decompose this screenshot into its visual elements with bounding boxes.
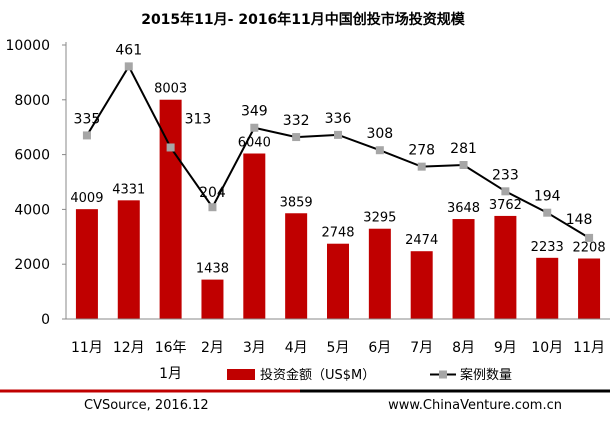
line-point: [166, 143, 175, 152]
line-value-label: 281: [450, 141, 477, 157]
y-tick-label: 0: [41, 312, 50, 328]
line-point: [292, 133, 301, 142]
line-value-label: 313: [185, 111, 212, 127]
bar: [536, 257, 559, 319]
x-axis: 11月 12月 16年 1月 2月 3月 4月 5月 6月 7月 8月 9月 10月 11月: [66, 318, 610, 382]
x-tick-label: 10月: [531, 340, 563, 356]
bar: [452, 219, 475, 319]
line-point: [208, 203, 217, 212]
line-series: 335 461 313 204 349 332 336 308 278 281 233 194 148: [74, 42, 594, 242]
x-tick-label: 9月: [494, 340, 517, 356]
x-tick-label: 4月: [285, 340, 308, 356]
line-point: [375, 146, 384, 155]
legend-swatch-bar: [227, 369, 255, 380]
bar-value-label: 2748: [321, 226, 354, 241]
source-note: CVSource, 2016.12: [84, 398, 209, 413]
y-axis: 0 2000 4000 6000 8000 10000: [5, 38, 67, 328]
bar: [117, 200, 140, 319]
y-tick-label: 8000: [14, 93, 50, 109]
bar: [75, 209, 98, 319]
line-value-label: 204: [199, 185, 226, 201]
bar: [201, 279, 224, 319]
x-tick-label: 12月: [113, 340, 145, 356]
bar: [285, 213, 308, 319]
bar-value-label: 1438: [196, 262, 229, 277]
line-point: [250, 123, 259, 132]
legend-label-bar: 投资金额（US$M）: [260, 367, 375, 383]
x-tick-label: 11月: [71, 340, 103, 356]
bar-value-label: 8003: [154, 82, 187, 97]
line-point: [82, 131, 91, 140]
bar: [327, 243, 349, 319]
line-value-label: 461: [115, 42, 142, 58]
bar: [410, 251, 433, 319]
bar-value-label: 3648: [447, 201, 480, 216]
line-point: [459, 161, 468, 170]
y-tick-label: 10000: [5, 38, 50, 54]
bar-value-label: 2474: [405, 233, 438, 248]
bar: [494, 215, 517, 319]
legend: 投资金额（US$M） 案例数量: [227, 367, 512, 383]
line-value-label: 278: [408, 143, 435, 159]
line-value-label: 233: [492, 167, 519, 183]
x-tick-label: 3月: [243, 340, 266, 356]
bar-value-label: 6040: [238, 136, 271, 151]
bar-value-label: 4331: [112, 182, 145, 197]
x-tick-label: 6月: [368, 340, 391, 356]
x-tick-label: 7月: [410, 340, 433, 356]
line-point: [585, 233, 594, 242]
bar-value-label: 3762: [489, 198, 522, 213]
x-tick-label: 11月: [573, 340, 605, 356]
bar-value-label: 3295: [363, 211, 396, 226]
chart-title: 2015年11月- 2016年11月中国创投市场投资规模: [141, 11, 466, 28]
line-value-label: 332: [283, 113, 310, 129]
line-value-label: 148: [566, 212, 593, 228]
y-tick-label: 6000: [14, 148, 50, 164]
line-point: [543, 208, 552, 217]
line-value-label: 349: [241, 104, 268, 120]
line-point: [124, 62, 133, 71]
line-value-label: 308: [366, 126, 393, 142]
line-value-label: 336: [325, 111, 352, 127]
line-point: [501, 187, 510, 196]
line-value-label: 335: [74, 111, 101, 127]
bar: [368, 228, 391, 319]
bar-value-label: 3859: [280, 195, 313, 210]
website-link[interactable]: www.ChinaVenture.com.cn: [388, 398, 562, 413]
x-tick-label: 5月: [327, 340, 350, 356]
bar-value-label: 2208: [573, 241, 606, 256]
bar: [243, 153, 266, 319]
bar-value-label: 4009: [70, 191, 103, 206]
line-point: [334, 130, 342, 139]
x-tick-label: 8月: [452, 340, 475, 356]
x-tick-label: 16年: [155, 340, 187, 356]
bar: [578, 258, 601, 319]
y-tick-label: 2000: [14, 257, 50, 273]
line-value-label: 194: [534, 189, 561, 205]
bar-series: 4009 4331 8003 1438 6040 3859 2748 3295 2474 3648…: [70, 82, 606, 319]
legend-label-line: 案例数量: [460, 368, 512, 383]
x-tick-label: 1月: [159, 366, 182, 382]
y-tick-label: 4000: [14, 202, 50, 218]
line-point: [417, 162, 426, 171]
x-tick-label: 2月: [201, 340, 224, 356]
bar-value-label: 2233: [531, 240, 564, 255]
legend-marker-swatch: [439, 370, 447, 379]
